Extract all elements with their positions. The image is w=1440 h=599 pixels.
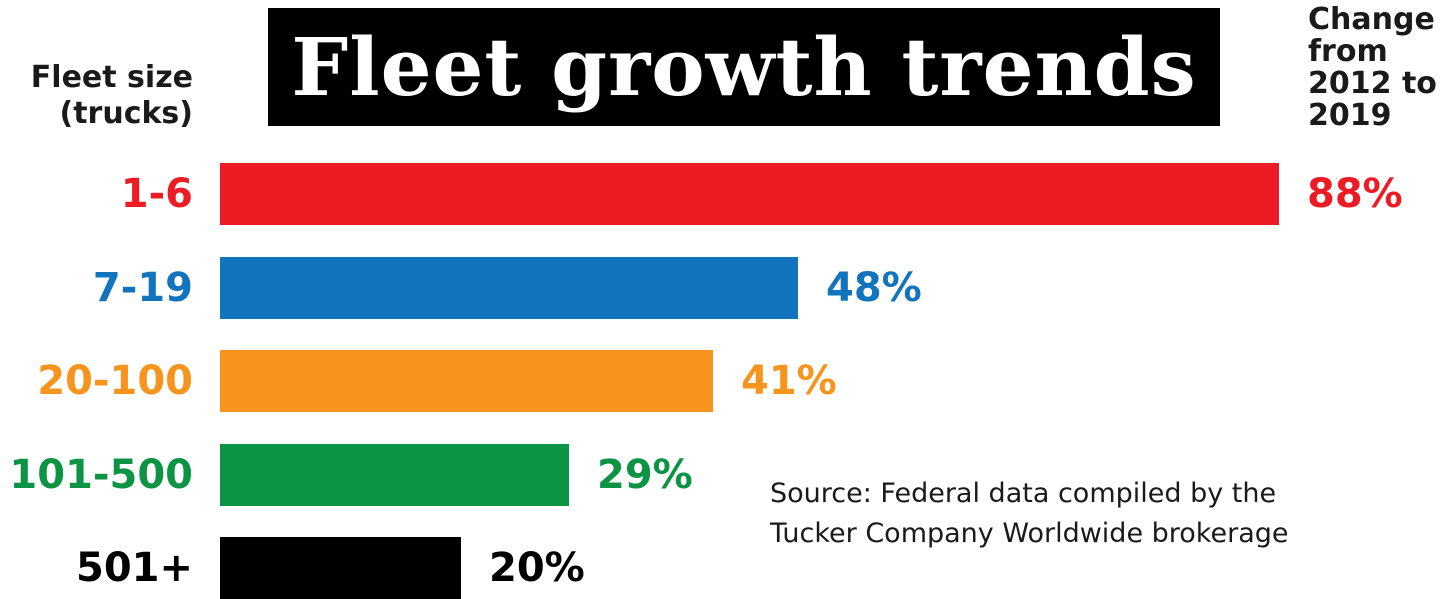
category-axis-label: Fleet size (trucks): [0, 60, 193, 132]
value-axis-label: Change from 2012 to 2019: [1308, 4, 1440, 132]
bar: [220, 350, 713, 412]
category-axis-label-line: Fleet size: [30, 60, 193, 95]
category-label: 1-6: [120, 171, 193, 217]
source-line: Tucker Company Worldwide brokerage: [770, 518, 1289, 549]
category-label: 101-500: [9, 452, 193, 498]
value-axis-label-line: 2012 to: [1308, 66, 1437, 101]
value-axis-label-line: Change: [1308, 2, 1435, 37]
title-banner: Fleet growth trends: [268, 8, 1220, 126]
value-axis-label-line: from: [1308, 34, 1388, 69]
value-label: 20%: [489, 545, 585, 591]
value-label: 41%: [741, 358, 837, 404]
category-label: 7-19: [92, 265, 193, 311]
bar: [220, 257, 798, 319]
bar: [220, 537, 461, 599]
value-label: 29%: [597, 452, 693, 498]
source-line: Source: Federal data compiled by the: [770, 478, 1277, 509]
value-label: 48%: [826, 265, 922, 311]
bar: [220, 163, 1279, 225]
source-note: Source: Federal data compiled by the Tuc…: [770, 474, 1288, 554]
bar: [220, 444, 569, 506]
value-axis-label-line: 2019: [1308, 98, 1392, 133]
category-label: 20-100: [37, 358, 193, 404]
category-label: 501+: [75, 545, 193, 591]
value-label: 88%: [1307, 171, 1403, 217]
chart-title: Fleet growth trends: [291, 20, 1197, 114]
category-axis-label-line: (trucks): [59, 96, 193, 131]
